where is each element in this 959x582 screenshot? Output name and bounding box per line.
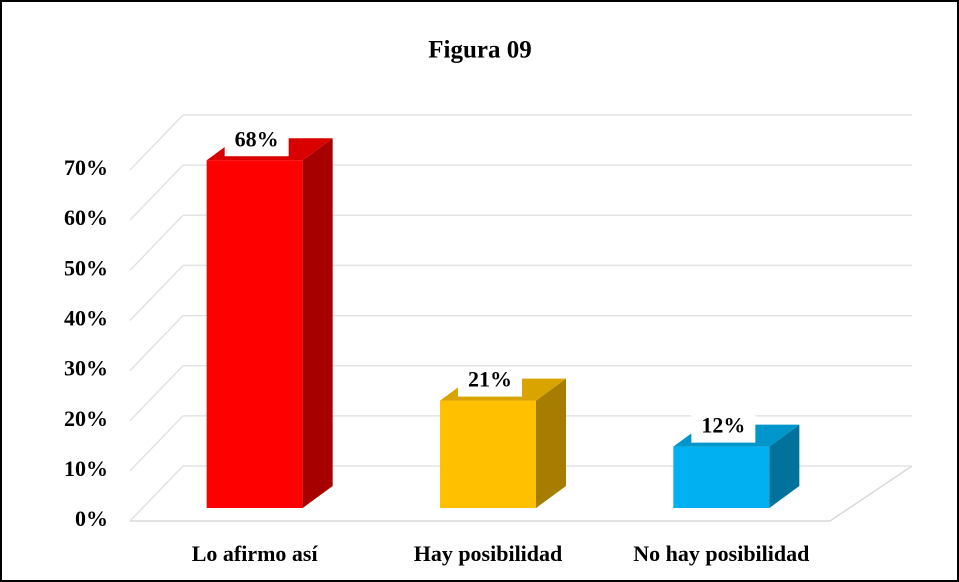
y-tick-label: 70%	[64, 155, 108, 180]
bar	[440, 400, 536, 508]
value-label-box	[224, 126, 289, 157]
x-tick-label: Hay posibilidad	[414, 541, 563, 566]
y-tick-label: 40%	[64, 305, 108, 330]
grid-line	[129, 365, 184, 422]
y-tick-label: 60%	[64, 205, 108, 230]
value-label-box	[458, 366, 522, 397]
value-label: 68%	[235, 126, 279, 151]
bar	[673, 446, 770, 508]
grid-line	[129, 315, 184, 372]
bar-side	[302, 138, 333, 508]
bar-side	[536, 378, 566, 508]
value-label: 12%	[701, 413, 745, 438]
bar	[206, 160, 303, 508]
chart-title: Figura 09	[428, 37, 531, 64]
x-tick-label: No hay posibilidad	[633, 541, 809, 566]
y-tick-label: 0%	[75, 506, 108, 531]
grid-line	[129, 214, 184, 271]
floor-edge	[829, 465, 913, 522]
value-label: 21%	[468, 367, 512, 392]
grid-line	[129, 264, 184, 321]
grid-line	[129, 114, 184, 171]
y-tick-label: 10%	[64, 456, 108, 481]
y-tick-label: 30%	[64, 356, 108, 381]
grid-line	[129, 415, 184, 472]
y-tick-label: 20%	[64, 406, 108, 431]
value-label-box	[691, 412, 756, 443]
grid-line	[129, 164, 184, 221]
grid-line	[129, 465, 184, 522]
y-tick-label: 50%	[64, 255, 108, 280]
bar-side	[769, 424, 800, 508]
x-tick-label: Lo afirmo así	[192, 541, 319, 566]
